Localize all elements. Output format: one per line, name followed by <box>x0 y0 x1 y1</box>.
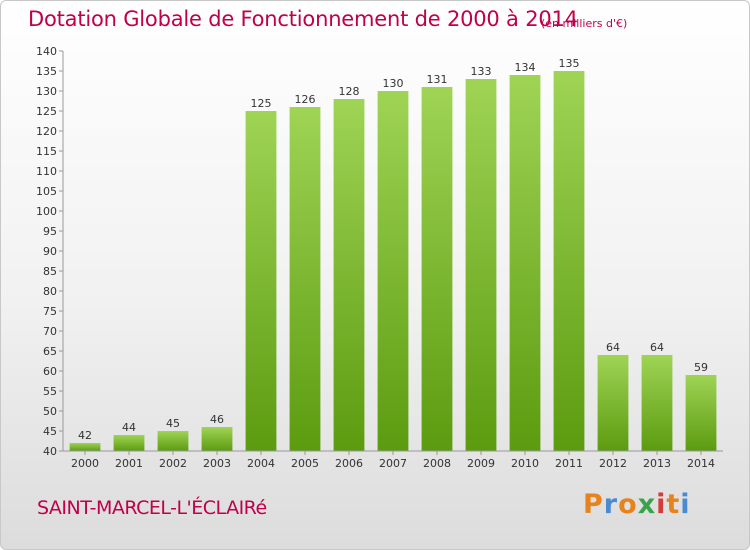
bar-2006 <box>333 99 365 451</box>
y-tick-label: 115 <box>36 145 57 158</box>
bar-2011 <box>553 71 585 451</box>
x-tick-label-2007: 2007 <box>379 457 407 470</box>
data-label-2001: 44 <box>122 421 136 434</box>
x-tick-label-2013: 2013 <box>643 457 671 470</box>
data-label-2004: 125 <box>251 97 272 110</box>
data-label-2012: 64 <box>606 341 620 354</box>
x-tick-label-2001: 2001 <box>115 457 143 470</box>
x-tick-label-2000: 2000 <box>71 457 99 470</box>
commune-name: SAINT-MARCEL-L'ÉCLAIRé <box>37 497 267 519</box>
data-label-2009: 133 <box>471 65 492 78</box>
bar-2007 <box>377 91 409 451</box>
bar-2002 <box>157 431 189 451</box>
bar-2001 <box>113 435 145 451</box>
bar-2014 <box>685 375 717 451</box>
data-label-2010: 134 <box>515 61 536 74</box>
y-tick-label: 40 <box>43 445 57 458</box>
logo-letter: t <box>666 489 681 520</box>
data-label-2000: 42 <box>78 429 92 442</box>
x-tick-label-2005: 2005 <box>291 457 319 470</box>
data-label-2003: 46 <box>210 413 224 426</box>
bar-2005 <box>289 107 321 451</box>
logo-letter: P <box>583 489 604 520</box>
data-label-2006: 128 <box>339 85 360 98</box>
bar-2003 <box>201 427 233 451</box>
y-tick-label: 95 <box>43 225 57 238</box>
bar-2012 <box>597 355 629 451</box>
bars <box>69 71 717 451</box>
logo-letter: x <box>637 489 657 520</box>
proxiti-logo[interactable]: Proxiti <box>583 489 691 520</box>
y-tick-label: 70 <box>43 325 57 338</box>
y-tick-label: 135 <box>36 65 57 78</box>
data-label-2014: 59 <box>694 361 708 374</box>
bar-2010 <box>509 75 541 451</box>
y-tick-label: 105 <box>36 185 57 198</box>
data-label-2008: 131 <box>427 73 448 86</box>
y-tick-label: 125 <box>36 105 57 118</box>
x-axis: 2000 2001 2002 2003 2004 2005 2006 2007 2008 2009… <box>63 450 723 470</box>
y-tick-label: 50 <box>43 405 57 418</box>
bar-2009 <box>465 79 497 451</box>
chart-subtitle: (en milliers d'€) <box>541 17 628 30</box>
x-tick-label-2003: 2003 <box>203 457 231 470</box>
y-tick-label: 120 <box>36 125 57 138</box>
logo-letter: o <box>618 489 638 520</box>
x-tick-label-2010: 2010 <box>511 457 539 470</box>
bar-2000 <box>69 443 101 451</box>
x-tick-label-2008: 2008 <box>423 457 451 470</box>
x-tick-label-2012: 2012 <box>599 457 627 470</box>
bar-2013 <box>641 355 673 451</box>
y-tick-label: 90 <box>43 245 57 258</box>
x-tick-label-2004: 2004 <box>247 457 275 470</box>
y-tick-label: 65 <box>43 345 57 358</box>
logo-letter: i <box>656 489 667 520</box>
y-tick-label: 110 <box>36 165 57 178</box>
logo-letter: r <box>603 489 619 520</box>
data-labels: 42 44 45 46 125 126 128 130 131 133 134 135 64 64 59 <box>78 57 708 442</box>
x-tick-label-2009: 2009 <box>467 457 495 470</box>
y-tick-label: 60 <box>43 365 57 378</box>
data-label-2013: 64 <box>650 341 664 354</box>
y-tick-label: 130 <box>36 85 57 98</box>
bar-2008 <box>421 87 453 451</box>
y-tick-label: 140 <box>36 45 57 58</box>
y-axis: 40 45 50 55 60 65 70 75 80 85 90 95 100 105 110 115 120 1… <box>36 45 64 458</box>
chart-title: Dotation Globale de Fonctionnement de 20… <box>28 7 578 31</box>
x-tick-label-2006: 2006 <box>335 457 363 470</box>
y-tick-label: 85 <box>43 265 57 278</box>
x-tick-label-2014: 2014 <box>687 457 715 470</box>
data-label-2002: 45 <box>166 417 180 430</box>
y-tick-label: 100 <box>36 205 57 218</box>
data-label-2011: 135 <box>559 57 580 70</box>
y-tick-label: 80 <box>43 285 57 298</box>
bar-2004 <box>245 111 277 451</box>
data-label-2007: 130 <box>383 77 404 90</box>
data-label-2005: 126 <box>295 93 316 106</box>
x-tick-label-2002: 2002 <box>159 457 187 470</box>
x-tick-label-2011: 2011 <box>555 457 583 470</box>
y-tick-label: 55 <box>43 385 57 398</box>
y-tick-label: 45 <box>43 425 57 438</box>
logo-letter: i <box>680 489 691 520</box>
y-tick-label: 75 <box>43 305 57 318</box>
